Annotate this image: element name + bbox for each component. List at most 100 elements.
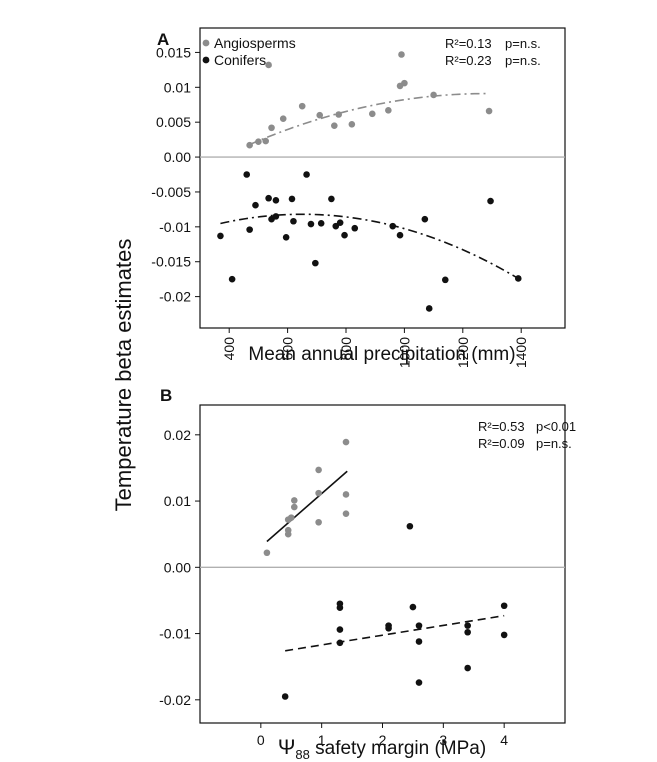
point-conifers [328, 195, 335, 203]
panel-b-stat-r2-conifers: R²=0.09 [478, 436, 525, 451]
legend-label-angiosperms: Angiosperms [214, 35, 296, 51]
y-tick-label: 0.005 [156, 114, 191, 130]
panel-a-x-axis-label: Mean annual precipitation (mm) [248, 344, 515, 365]
point-angiosperms [284, 526, 292, 534]
point-angiosperms [290, 497, 298, 504]
point-conifers [246, 226, 253, 233]
panel-a-points [217, 51, 522, 312]
point-conifers [415, 638, 423, 645]
x-tick-label: 1 [318, 732, 326, 748]
point-conifers [290, 217, 297, 225]
point-angiosperms [342, 491, 350, 498]
y-tick-label: 0.02 [164, 427, 191, 443]
point-conifers [385, 624, 392, 632]
legend-marker-conifers [202, 56, 210, 64]
panel-b-points [263, 438, 508, 700]
point-conifers [281, 693, 289, 700]
panel-a-stat-p-conifers: p=n.s. [505, 53, 541, 68]
x-tick-label: 1200 [455, 337, 471, 368]
panel-b-stat-p-conifers: p=n.s. [536, 436, 572, 451]
panel-b-x-axis-label: Ψ88 safety margin (MPa) [278, 736, 486, 762]
fit-line-angiosperms [249, 92, 487, 146]
y-tick-label: -0.01 [159, 219, 191, 235]
panel-b-ticks: 0.02 0.01 0.00 -0.01 -0.02 0 1 2 3 4 [159, 427, 508, 748]
point-conifers [351, 224, 359, 232]
x-tick-label: 1000 [396, 337, 412, 368]
point-angiosperms [335, 111, 343, 118]
panel-b-fit-lines [266, 470, 505, 652]
point-conifers [341, 231, 348, 239]
panel-a-stat-r2-angiosperms: R²=0.13 [445, 36, 492, 51]
point-conifers [464, 664, 471, 672]
y-tick-label: 0.00 [164, 149, 191, 165]
point-conifers [265, 194, 272, 202]
point-conifers [317, 220, 325, 227]
point-conifers [252, 201, 259, 209]
y-axis-label: Temperature beta estimates [111, 239, 136, 512]
panel-b: B 0.02 0.01 0.00 -0.01 -0.02 0 1 2 3 4 R²=0.53 p<… [159, 386, 576, 762]
point-conifers [514, 275, 522, 282]
panel-a: A 0.015 0.01 0.005 0.00 -0.005 -0.01 -0.015 -0.… [151, 27, 566, 368]
panel-b-stat-p-angiosperms: p<0.01 [536, 419, 576, 434]
point-angiosperms [485, 107, 493, 115]
point-conifers [487, 197, 494, 205]
legend-marker-angiosperms [202, 39, 210, 47]
point-angiosperms [263, 549, 271, 557]
panel-a-legend: Angiosperms Conifers [202, 35, 296, 68]
point-angiosperms [385, 107, 392, 114]
point-angiosperms [342, 438, 350, 446]
point-conifers [336, 604, 344, 612]
point-angiosperms [315, 518, 322, 526]
panel-a-stat-r2-conifers: R²=0.23 [445, 53, 492, 68]
point-conifers [425, 305, 433, 312]
point-conifers [288, 195, 296, 203]
point-conifers [243, 171, 251, 178]
point-angiosperms [401, 79, 408, 87]
y-tick-label: 0.015 [156, 44, 191, 60]
x-tick-label: 2 [379, 732, 387, 748]
x-tick-label: 0 [257, 732, 265, 748]
point-conifers [415, 679, 423, 686]
panel-a-stat-p-angiosperms: p=n.s. [505, 36, 541, 51]
fit-line-angiosperms [266, 470, 348, 543]
point-angiosperms [398, 51, 405, 58]
y-tick-label: -0.01 [159, 626, 191, 642]
panel-b-stat-r2-angiosperms: R²=0.53 [478, 419, 525, 434]
fit-line-conifers [220, 213, 519, 280]
y-tick-label: 0.00 [164, 559, 191, 575]
point-conifers [406, 522, 414, 530]
point-conifers [441, 276, 449, 284]
x-tick-label: 800 [338, 337, 354, 361]
point-angiosperms [315, 489, 322, 497]
panel-a-stats: R²=0.13 p=n.s. R²=0.23 p=n.s. [445, 36, 541, 68]
point-angiosperms [368, 110, 376, 118]
point-conifers [303, 171, 310, 178]
point-conifers [500, 631, 508, 639]
point-angiosperms [298, 102, 306, 110]
point-conifers [307, 220, 315, 228]
point-angiosperms [287, 514, 295, 521]
y-tick-label: -0.015 [151, 254, 191, 270]
x-tick-label: 400 [221, 337, 237, 361]
point-conifers [272, 197, 280, 204]
point-conifers [217, 232, 224, 240]
point-conifers [500, 602, 508, 610]
point-angiosperms [265, 61, 272, 69]
point-angiosperms [279, 115, 287, 122]
point-angiosperms [290, 503, 298, 511]
point-conifers [396, 231, 404, 239]
point-angiosperms [246, 141, 253, 149]
x-tick-label: 1400 [513, 337, 529, 368]
y-tick-label: 0.01 [164, 493, 191, 509]
point-conifers [228, 275, 236, 283]
point-conifers [389, 222, 397, 230]
y-tick-label: -0.02 [159, 289, 191, 305]
y-tick-label: -0.02 [159, 692, 191, 708]
panel-a-frame [199, 27, 566, 329]
panel-a-label: A [157, 30, 169, 49]
y-tick-label: 0.01 [164, 79, 191, 95]
point-conifers [272, 213, 280, 220]
point-angiosperms [262, 137, 270, 145]
point-conifers [415, 622, 423, 629]
